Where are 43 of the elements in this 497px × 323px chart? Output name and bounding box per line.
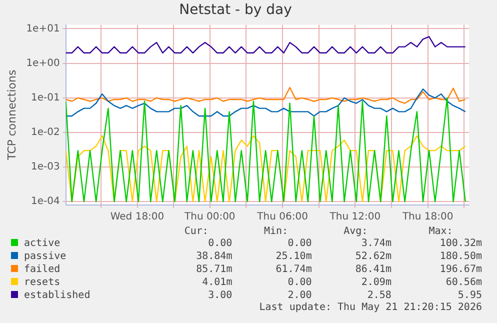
x-tick-label: Thu 00:00 [184, 212, 236, 223]
x-tick-label: Thu 12:00 [328, 212, 381, 223]
text: Cur: [183, 226, 208, 237]
y-tick-label: 1e-03 [30, 162, 60, 173]
x-tick-label: Thu 18:00 [401, 212, 454, 223]
text: Avg: [342, 226, 369, 237]
text: 61.74m [274, 263, 313, 276]
text: 25.10m [274, 250, 313, 263]
legend-label: resets [23, 276, 62, 289]
text: 3.74m [360, 237, 392, 250]
text: 2.00 [286, 289, 313, 302]
y-tick-label: 1e-04 [30, 196, 60, 208]
text: 0.00 [286, 276, 313, 289]
legend-label: established [23, 289, 92, 302]
y-tick-label: 1e-02 [30, 127, 60, 138]
chart-title: Netstat - by day [179, 2, 292, 18]
text: Min: [262, 226, 290, 237]
legend-label: passive [23, 250, 68, 263]
x-tick-label: Thu 06:00 [256, 212, 308, 223]
text: 2.58 [366, 289, 392, 302]
text: 52.62m [354, 250, 392, 263]
text: 86.41m [354, 263, 392, 276]
legend-label: active [23, 237, 62, 250]
text: 0.00 [286, 237, 313, 250]
text: 38.84m [195, 250, 234, 263]
x-tick-label: Wed 18:00 [110, 212, 164, 223]
text: 4.01m [201, 276, 234, 289]
text: 5.95 [456, 289, 483, 302]
y-tick-label: 1e+01 [26, 23, 60, 34]
text: 85.71m [195, 263, 234, 276]
text: 2.09m [360, 276, 392, 289]
y-tick-label: 1e-01 [30, 92, 60, 104]
text: 3.00 [207, 289, 234, 302]
y-axis-title: TCP connections [5, 70, 18, 162]
text: 60.56m [444, 276, 483, 289]
text: 100.32m [438, 237, 483, 250]
text: 180.50m [438, 250, 483, 263]
text: 196.67m [438, 263, 483, 276]
text: Last update: Thu May 21 21:20:15 2026 [258, 302, 483, 313]
y-tick-label: 1e+00 [26, 58, 60, 69]
text: 0.00 [207, 237, 234, 250]
text: Max: [428, 226, 454, 237]
legend-label: failed [23, 263, 62, 276]
